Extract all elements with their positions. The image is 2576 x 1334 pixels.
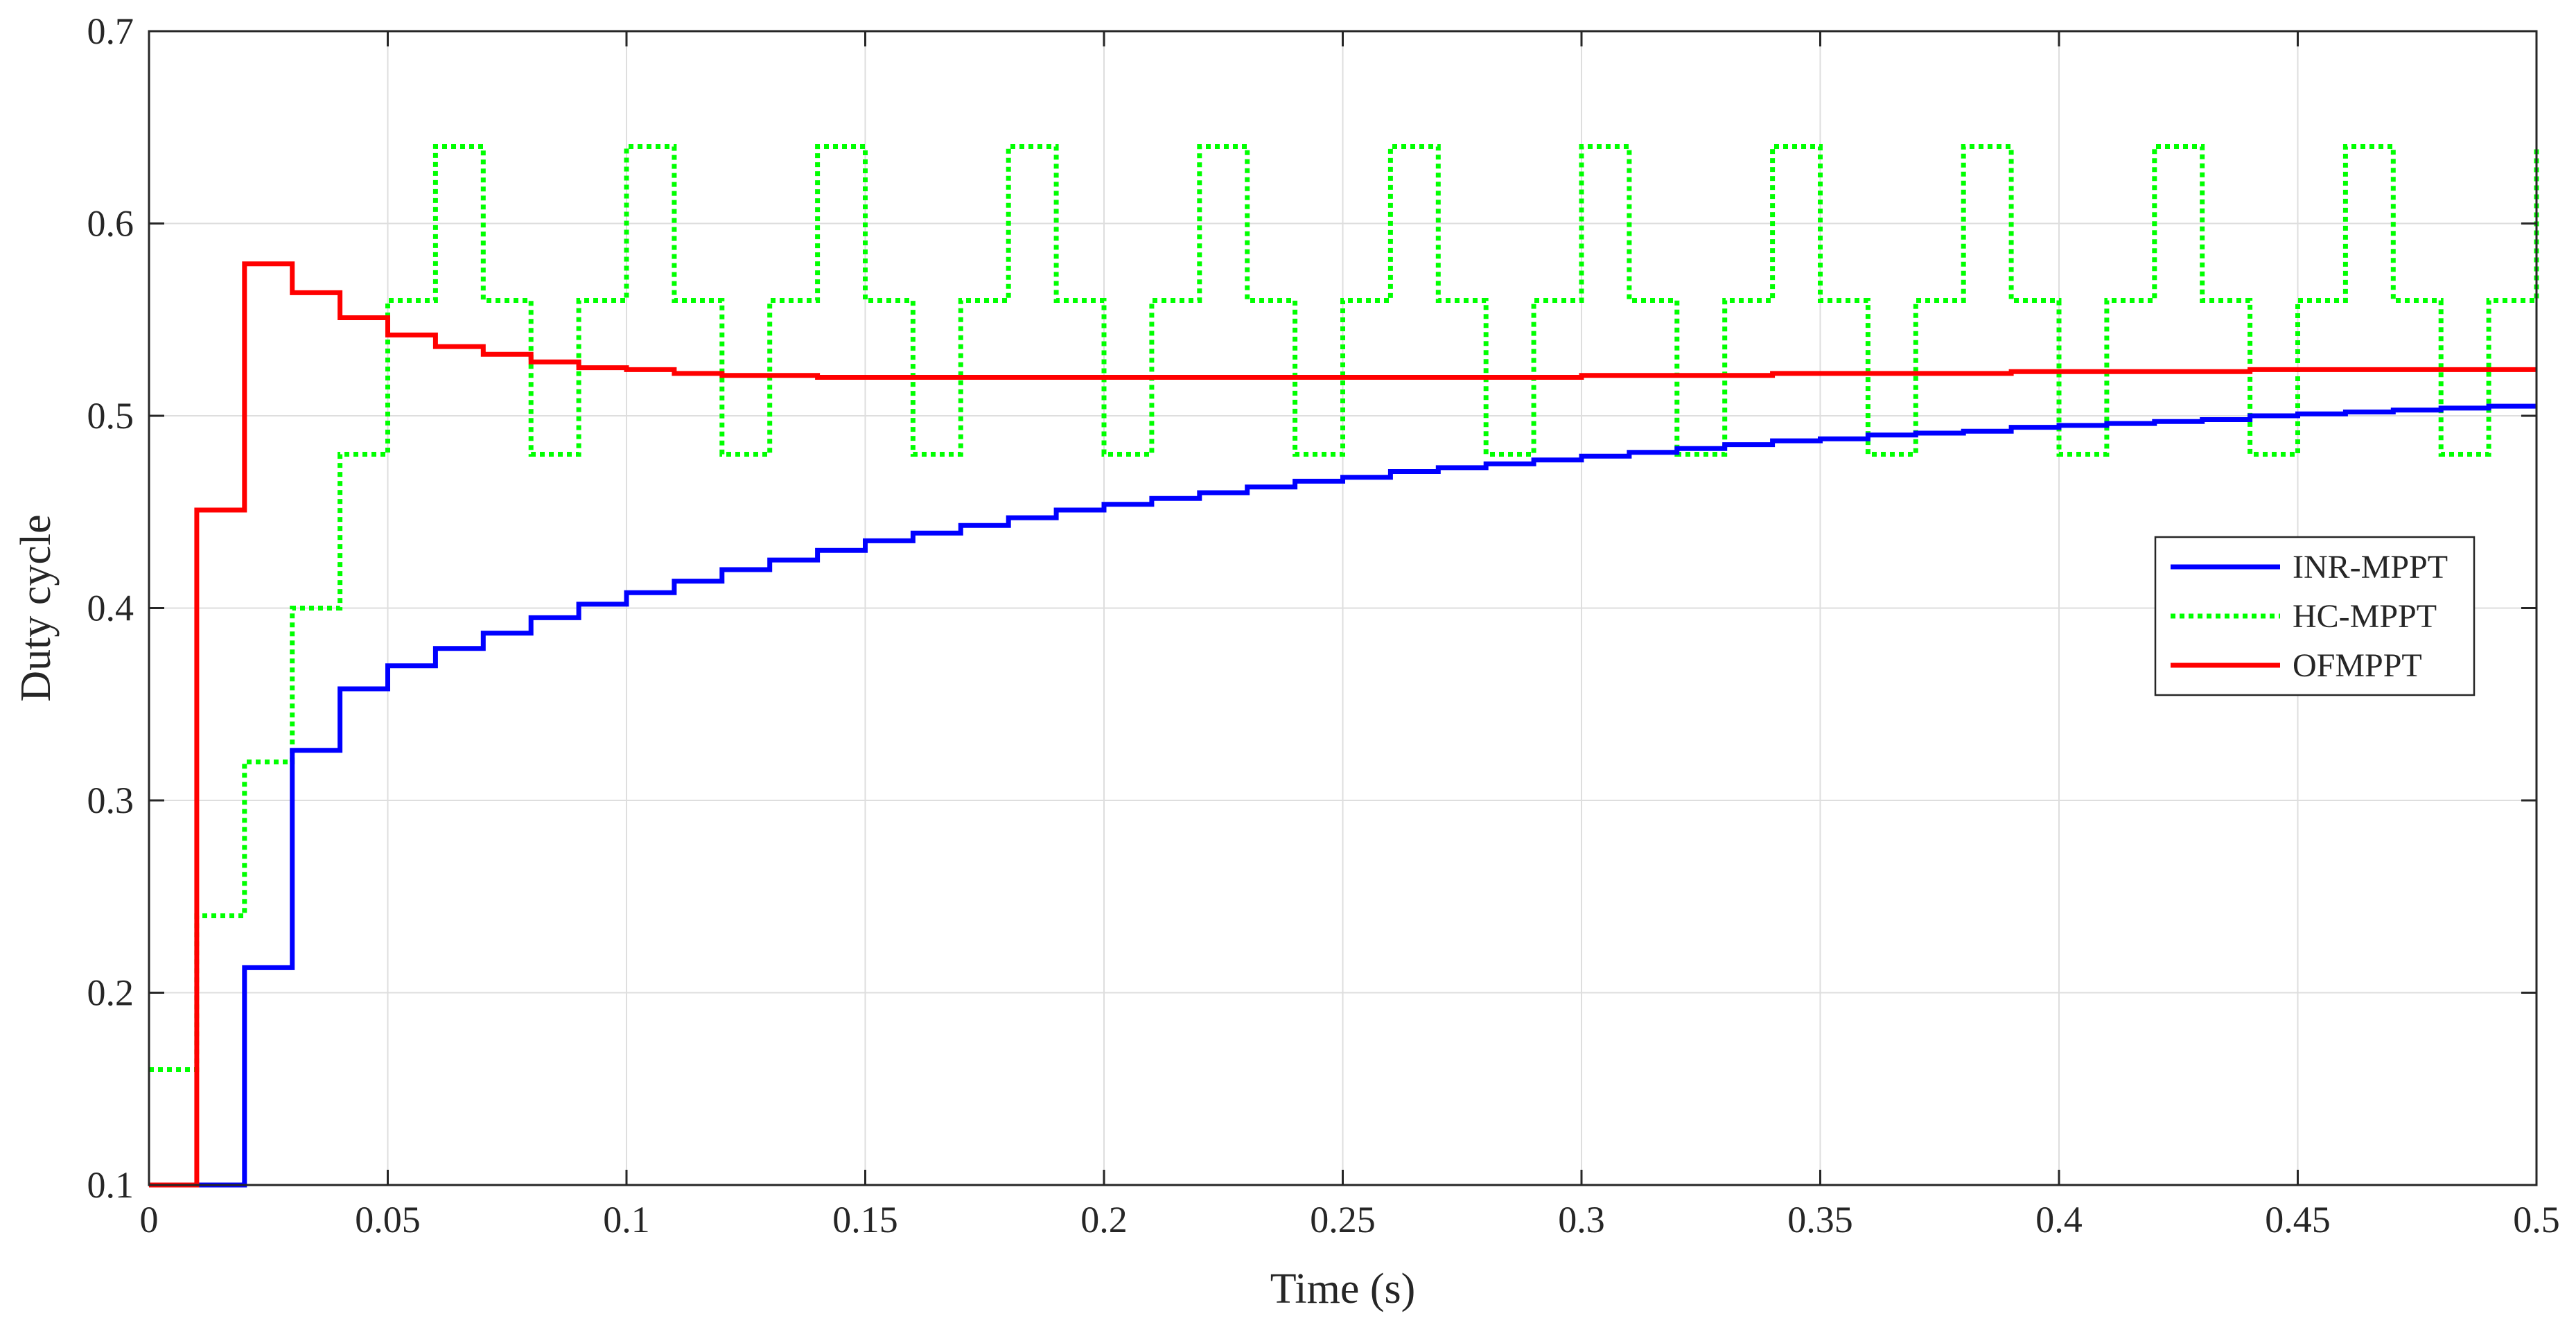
legend: INR-MPPT HC-MPPT OFMPPT	[2154, 536, 2476, 696]
y-tick-label: 0.6	[87, 203, 134, 245]
y-tick-label: 0.5	[87, 395, 134, 437]
x-axis-label: Time (s)	[1270, 1265, 1416, 1313]
legend-label-ofmppt: OFMPPT	[2293, 647, 2422, 684]
series-line-hc-mppt	[149, 144, 2539, 1072]
y-tick-label: 0.4	[87, 588, 134, 629]
x-tick-label: 0.2	[1080, 1199, 1128, 1240]
y-tick-label: 0.2	[87, 972, 134, 1014]
x-tick-label: 0.4	[2035, 1199, 2083, 1240]
axis-ticks: 0 0.05 0.1 0.15 0.2 0.25 0.3 0.35 0.4 0.45 0.5 0.1 0…	[87, 10, 2560, 1240]
x-tick-label: 0.1	[603, 1199, 650, 1240]
x-tick-label: 0.3	[1558, 1199, 1605, 1240]
x-tick-label: 0.45	[2265, 1199, 2331, 1240]
y-tick-label: 0.1	[87, 1164, 134, 1206]
legend-label-hc-mppt: HC-MPPT	[2293, 598, 2437, 635]
x-tick-label: 0.5	[2513, 1199, 2560, 1240]
legend-label-inr-mppt: INR-MPPT	[2293, 549, 2448, 586]
y-tick-label: 0.7	[87, 10, 134, 52]
grid-lines	[149, 31, 2536, 1185]
x-tick-label: 0.15	[832, 1199, 898, 1240]
series-line-inr-mppt	[149, 403, 2536, 1188]
x-tick-label: 0.35	[1787, 1199, 1853, 1240]
x-tick-label: 0.25	[1310, 1199, 1376, 1240]
series-line-ofmppt	[149, 261, 2536, 1188]
y-axis-label: Duty cycle	[12, 514, 60, 701]
x-tick-label: 0.05	[355, 1199, 421, 1240]
y-tick-label: 0.3	[87, 780, 134, 821]
x-tick-label: 0	[140, 1199, 159, 1240]
series-lines	[149, 144, 2539, 1188]
